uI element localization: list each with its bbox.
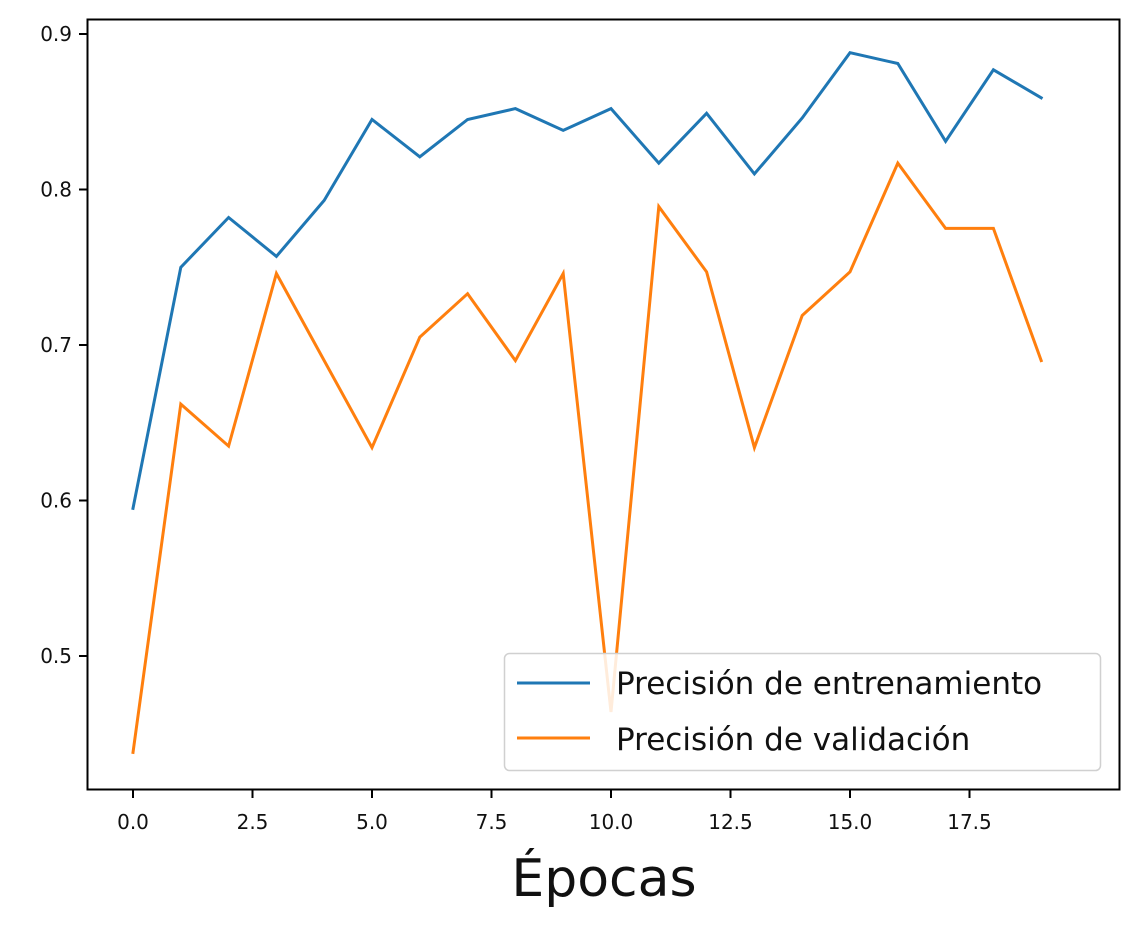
x-tick-label: 10.0 bbox=[589, 810, 634, 834]
x-tick-label: 0.0 bbox=[117, 810, 149, 834]
y-tick-label: 0.6 bbox=[40, 489, 72, 513]
x-tick-label: 5.0 bbox=[356, 810, 388, 834]
legend: Precisión de entrenamiento Precisión de … bbox=[503, 652, 1102, 772]
x-tick-label: 2.5 bbox=[237, 810, 269, 834]
y-tick-label: 0.8 bbox=[40, 178, 72, 202]
legend-label-validation: Precisión de validación bbox=[616, 722, 970, 758]
x-tick-label: 7.5 bbox=[476, 810, 508, 834]
y-axis: 0.5 0.6 0.7 0.8 0.9 bbox=[40, 22, 87, 668]
x-axis: 0.0 2.5 5.0 7.5 10.0 12.5 15.0 17.5 bbox=[117, 790, 992, 834]
validation-accuracy-line bbox=[131, 160, 1044, 755]
y-tick-label: 0.5 bbox=[40, 644, 72, 668]
y-tick-label: 0.9 bbox=[40, 22, 72, 46]
training-accuracy-line bbox=[131, 51, 1044, 511]
x-tick-label: 15.0 bbox=[828, 810, 873, 834]
x-axis-title: Épocas bbox=[511, 848, 696, 909]
legend-label-training: Precisión de entrenamiento bbox=[616, 666, 1042, 702]
series-layer bbox=[131, 51, 1044, 755]
x-tick-label: 17.5 bbox=[947, 810, 992, 834]
legend-box bbox=[503, 652, 1102, 772]
y-tick-label: 0.7 bbox=[40, 333, 72, 357]
x-tick-label: 12.5 bbox=[708, 810, 753, 834]
plot-frame bbox=[86, 18, 1121, 791]
